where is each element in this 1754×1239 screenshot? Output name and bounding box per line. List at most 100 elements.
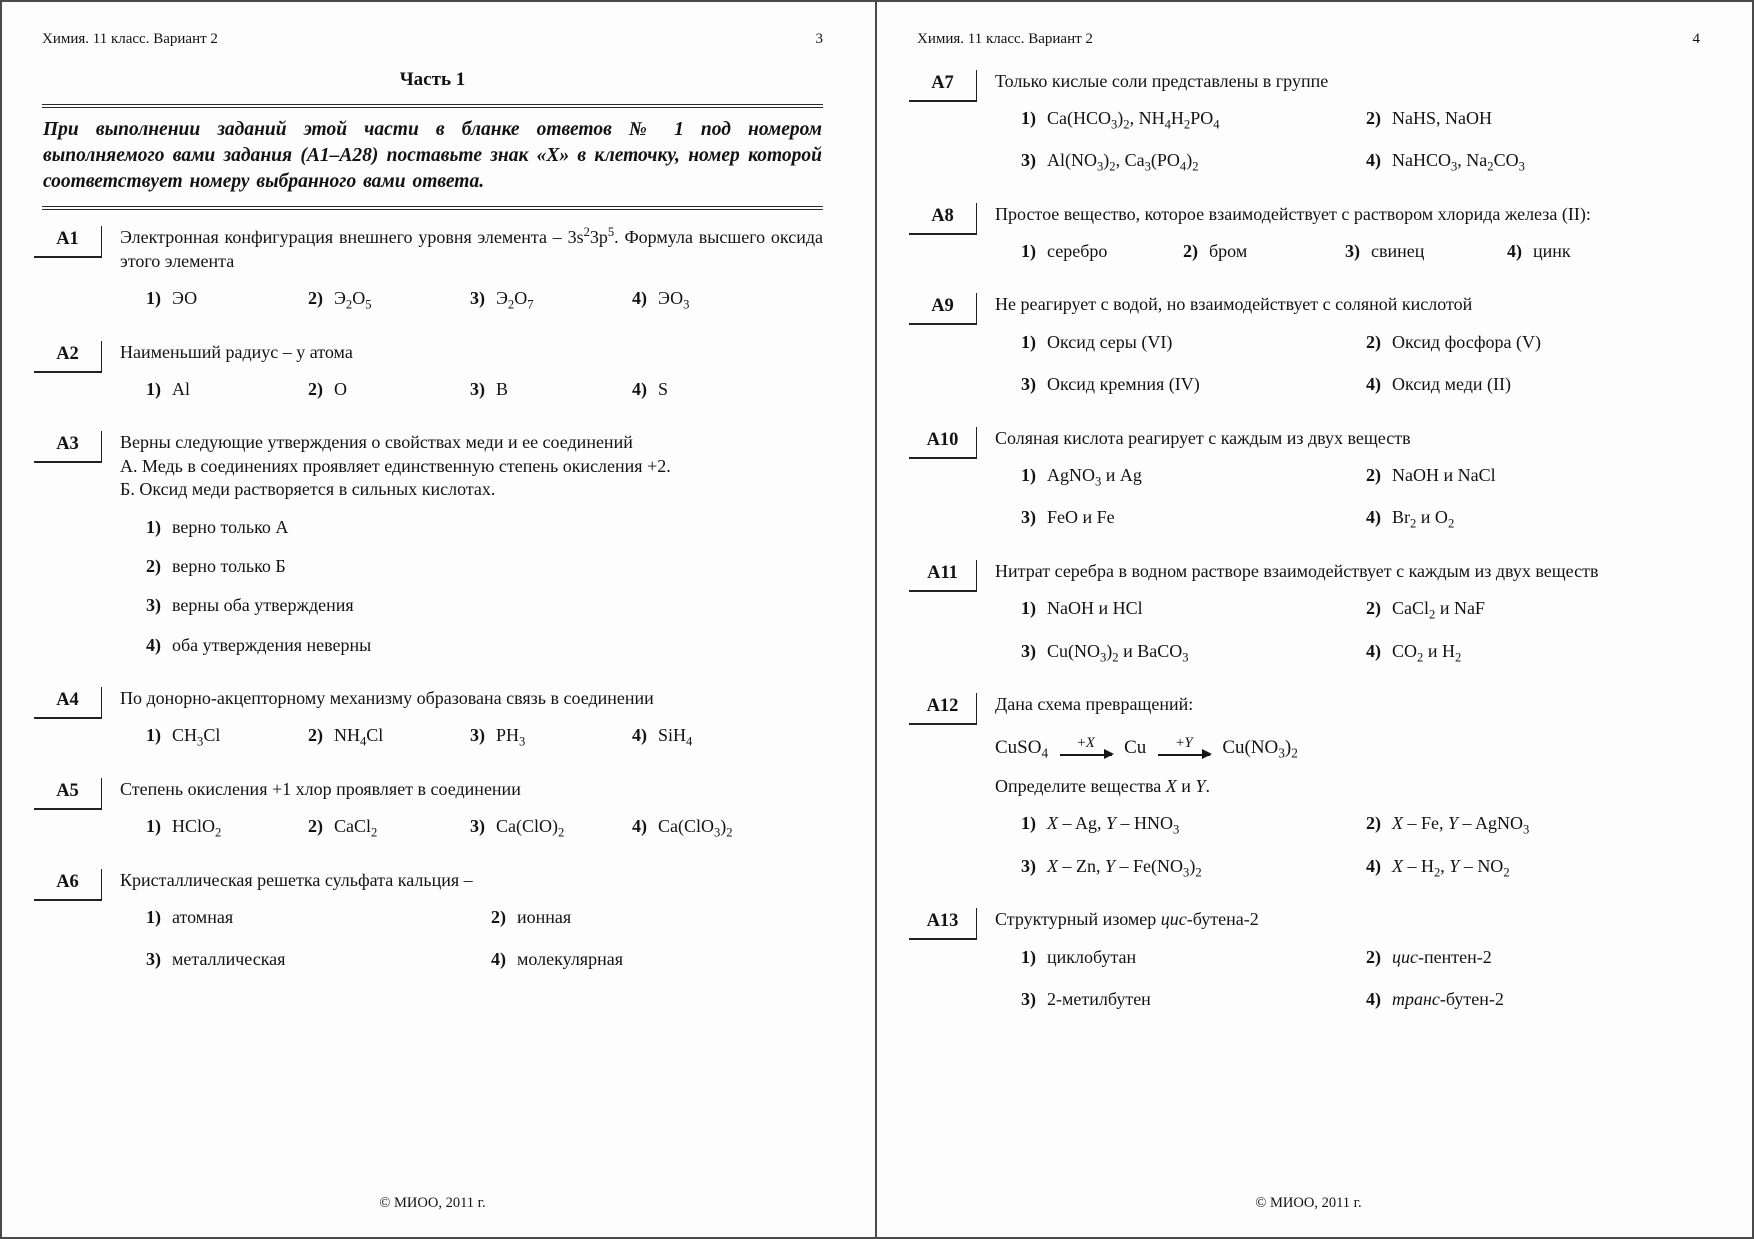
- option-text: NaOH и HCl: [1047, 598, 1143, 619]
- question-А9: А9 Не реагирует с водой, но взаимодейству…: [909, 293, 1700, 396]
- option-item: 4) NaHCO3, Na2CO3: [1366, 149, 1700, 174]
- option-item: 4) оба утверждения неверны: [146, 634, 823, 657]
- question-А1: А1 Электронная конфигурация внешнего уров…: [34, 225, 823, 312]
- option-number: 3): [1345, 241, 1360, 262]
- option-text: оба утверждения неверны: [172, 634, 372, 655]
- option-item: 2) O: [308, 378, 470, 401]
- option-text: 2-метилбутен: [1047, 989, 1151, 1009]
- option-text: ЭО: [172, 288, 198, 309]
- option-item: 3) Оксид кремния (IV): [1021, 373, 1366, 396]
- option-item: 3) 2-метилбутен: [1021, 988, 1366, 1011]
- option-item: 3) B: [470, 378, 632, 401]
- page-header: Химия. 11 класс. Вариант 2 4: [917, 30, 1700, 50]
- question-body: По донорно-акцепторному механизму образо…: [120, 687, 823, 748]
- option-number: 3): [1021, 150, 1036, 171]
- option-item: 4) транс-бутен-2: [1366, 988, 1700, 1011]
- option-item: 2) Э2О5: [308, 287, 470, 311]
- question-text: Верны следующие утверждения о свойствах …: [120, 432, 633, 453]
- option-number: 1): [1021, 465, 1036, 486]
- option-text: ЭО3: [658, 288, 690, 312]
- question-body: Структурный изомер цис-бутена-2 1) циклобу…: [995, 908, 1700, 1011]
- option-text: PH3: [496, 725, 526, 749]
- options-group: 1) HClO2 2) CaCl2 3) Ca(ClO)2 4) Ca(ClO3)2: [120, 815, 823, 840]
- option-text: Оксид кремния (IV): [1047, 374, 1200, 395]
- option-item: 2) бром: [1183, 240, 1345, 263]
- option-text: NH4Cl: [334, 725, 384, 749]
- question-А13: А13 Структурный изомер цис-бутена-2 1) цикл…: [909, 908, 1700, 1011]
- question-text: Степень окисления +1 хлор проявляет в со…: [120, 778, 521, 799]
- page-3: Химия. 11 класс. Вариант 2 3 Часть 1 При…: [2, 2, 877, 1237]
- question-body: Степень окисления +1 хлор проявляет в со…: [120, 778, 823, 839]
- option-number: 4): [1366, 640, 1381, 661]
- option-number: 1): [146, 816, 161, 837]
- question-body: Соляная кислота реагирует с каждым из дв…: [995, 427, 1700, 530]
- option-text: Э2О7: [496, 288, 534, 312]
- question-А10: А10 Соляная кислота реагирует с каждым из…: [909, 426, 1700, 530]
- question-label: А6: [34, 868, 102, 901]
- option-number: 4): [1366, 855, 1381, 876]
- question-А8: А8 Простое вещество, которое взаимодейств…: [909, 202, 1700, 264]
- question-body: Верны следующие утверждения о свойствах …: [120, 431, 823, 657]
- option-item: 1) Оксид серы (VI): [1021, 331, 1366, 354]
- option-number: 3): [1021, 989, 1036, 1009]
- option-number: 1): [1021, 331, 1036, 352]
- option-number: 4): [632, 725, 647, 746]
- options-group: 1) атомная 2) ионная 3) металлическая 4) молеку…: [120, 906, 823, 972]
- question-posttext: Определите вещества X и Y.: [995, 776, 1210, 797]
- option-text: NaHS, NaOH: [1392, 107, 1492, 128]
- option-number: 4): [632, 378, 647, 399]
- option-text: верно только А: [172, 516, 289, 537]
- option-number: 2): [1366, 813, 1381, 834]
- option-item: 1) AgNO3 и Ag: [1021, 464, 1366, 488]
- question-label: А5: [34, 777, 102, 810]
- option-text: цинк: [1533, 241, 1571, 262]
- question-label: А10: [909, 426, 977, 459]
- option-item: 1) ЭО: [146, 287, 308, 310]
- question-body: Дана схема превращений: CuSO4 +X Cu +Y Cu(NO3…: [995, 693, 1700, 879]
- option-item: 4) Br2 и O2: [1366, 506, 1700, 530]
- option-item: 3) Ca(ClO)2: [470, 815, 632, 839]
- scheme-intermediate: Cu: [1124, 737, 1147, 759]
- option-item: 4) X – H2, Y – NO2: [1366, 855, 1700, 879]
- option-item: 2) NaOH и NaCl: [1366, 464, 1700, 487]
- question-text: Дана схема превращений:: [995, 693, 1194, 714]
- option-text: Оксид фосфора (V): [1392, 331, 1542, 352]
- option-number: 1): [1021, 946, 1036, 967]
- arrow-line-icon: [1060, 749, 1115, 760]
- option-item: 1) циклобутан: [1021, 946, 1366, 969]
- option-item: 2) ионная: [491, 906, 823, 929]
- option-text: NaHCO3, Na2CO3: [1392, 150, 1525, 174]
- option-number: 2): [1366, 331, 1381, 352]
- question-text: Электронная конфигурация внешнего уровня…: [120, 225, 823, 271]
- reaction-scheme: CuSO4 +X Cu +Y Cu(NO3)2: [995, 735, 1700, 761]
- option-item: 4) цинк: [1507, 240, 1700, 263]
- option-number: 2): [308, 378, 323, 399]
- option-item: 1) верно только А: [146, 516, 823, 539]
- options-group: 1) X – Ag, Y – HNO3 2) X – Fe, Y – AgNO3 3) X…: [995, 812, 1700, 878]
- option-number: 1): [146, 288, 161, 309]
- option-item: 2) CaCl2 и NaF: [1366, 597, 1700, 621]
- question-body: Электронная конфигурация внешнего уровня…: [120, 225, 823, 312]
- option-number: 3): [470, 816, 485, 837]
- question-text: По донорно-акцепторному механизму образо…: [120, 688, 654, 709]
- option-number: 4): [632, 816, 647, 837]
- questions-column: А7 Только кислые соли представлены в груп…: [909, 69, 1700, 1012]
- option-number: 4): [1366, 989, 1381, 1009]
- option-text: NaOH и NaCl: [1392, 465, 1496, 486]
- option-item: 3) свинец: [1345, 240, 1507, 263]
- option-item: 1) CH3Cl: [146, 724, 308, 748]
- option-item: 1) X – Ag, Y – HNO3: [1021, 812, 1366, 836]
- question-text: А. Медь в соединениях проявляет единстве…: [120, 455, 671, 476]
- option-item: 4) Оксид меди (II): [1366, 373, 1700, 396]
- question-text: Кристаллическая решетка сульфата кальция…: [120, 869, 473, 890]
- option-number: 2): [308, 725, 323, 746]
- option-number: 3): [1021, 640, 1036, 661]
- option-number: 4): [1366, 507, 1381, 528]
- options-group: 1) NaOH и HCl 2) CaCl2 и NaF 3) Cu(NO3)2 и Ba…: [995, 597, 1700, 663]
- option-text: CaCl2: [334, 816, 378, 840]
- option-number: 1): [146, 378, 161, 399]
- option-item: 1) HClO2: [146, 815, 308, 839]
- question-А11: А11 Нитрат серебра в водном растворе взаи…: [909, 559, 1700, 663]
- option-text: металлическая: [172, 949, 286, 970]
- option-number: 2): [1366, 107, 1381, 128]
